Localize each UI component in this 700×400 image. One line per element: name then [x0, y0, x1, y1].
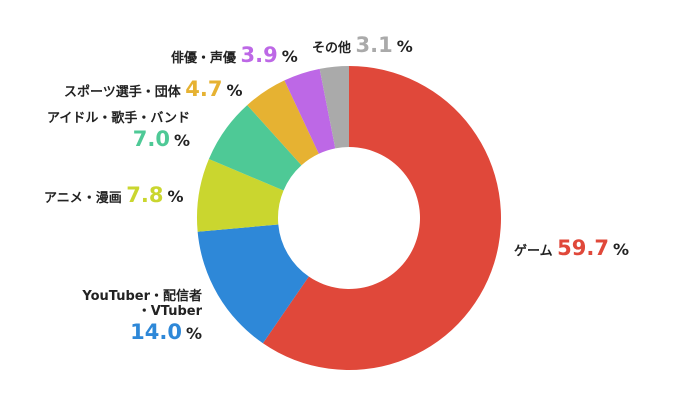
slice-0 [262, 66, 501, 370]
label-sports: スポーツ選手・団体 4.7% [64, 77, 243, 101]
label-actor: 俳優・声優 3.9% [171, 43, 298, 67]
slice-5 [284, 68, 336, 154]
slice-3 [208, 105, 302, 191]
slice-2 [197, 159, 284, 232]
label-game: ゲーム 59.7% [514, 236, 630, 260]
label-anime: アニメ・漫画 7.8% [44, 183, 184, 207]
label-other: その他 3.1% [312, 33, 413, 57]
slice-6 [319, 66, 349, 149]
label-idol: アイドル・歌手・バンド 7.0% [46, 111, 190, 151]
slice-4 [247, 80, 319, 166]
label-youtuber: YouTuber・配信者 ・VTuber 14.0% [82, 289, 202, 344]
slice-1 [197, 224, 309, 344]
